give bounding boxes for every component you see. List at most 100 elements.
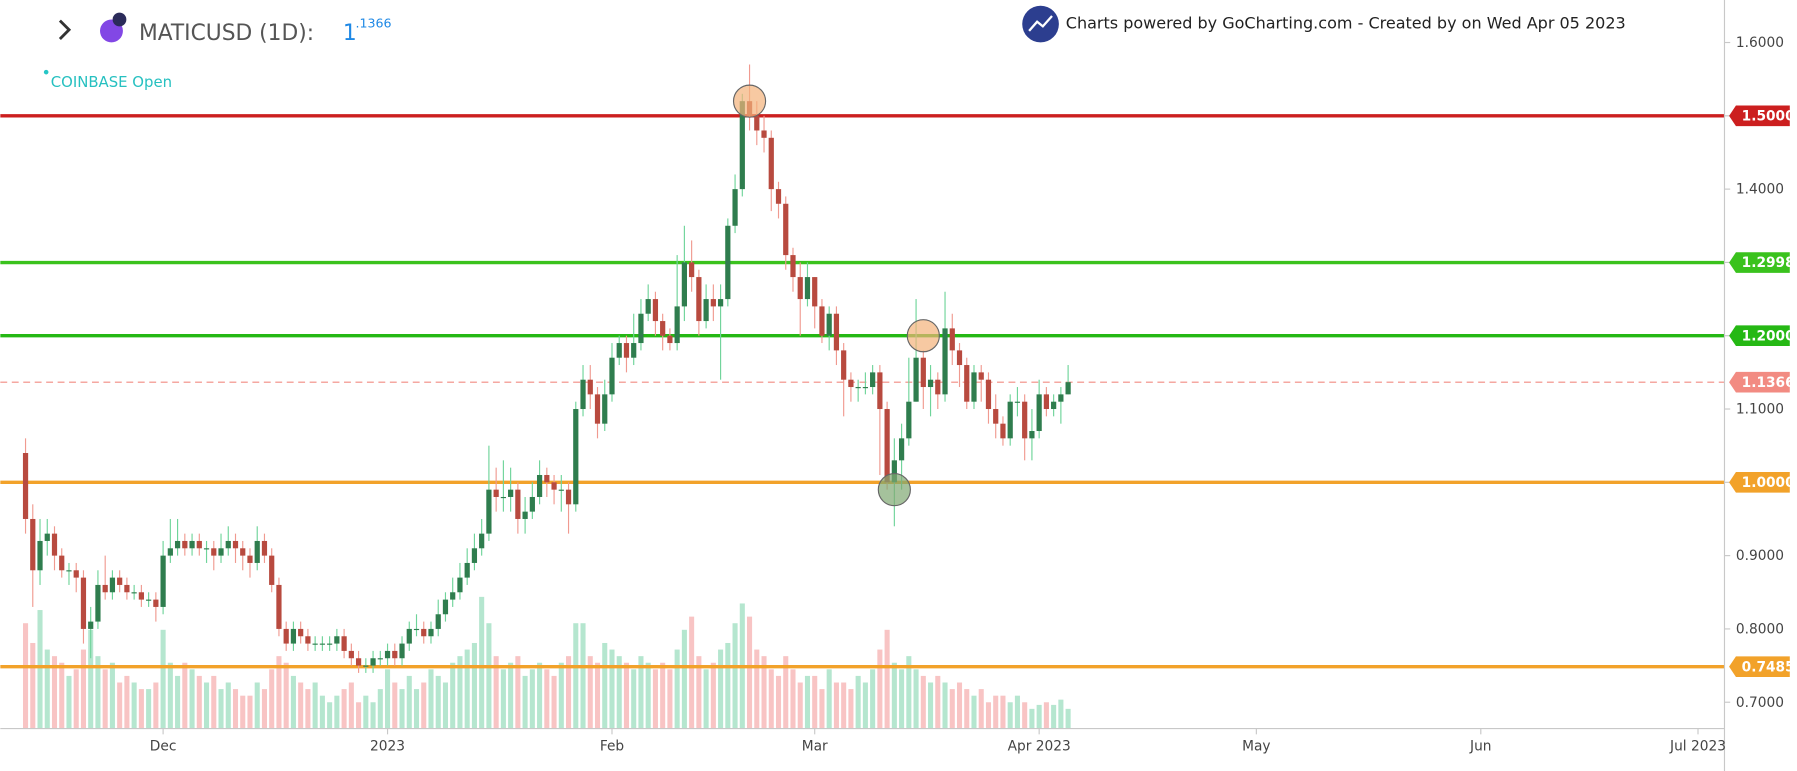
volume-bar (964, 689, 970, 729)
volume-bar (413, 689, 420, 729)
volume-bar (392, 682, 398, 729)
y-tick-label: 1.1000 (1736, 402, 1784, 418)
volume-bar (616, 656, 622, 729)
candle-body (80, 577, 87, 629)
volume-bar (703, 669, 709, 729)
y-tick-label: 0.9000 (1736, 548, 1784, 564)
volume-bar (457, 656, 463, 729)
candle-body (993, 409, 999, 424)
candle-body (689, 262, 695, 278)
candle-body (877, 372, 883, 410)
volume-bar (1051, 704, 1057, 729)
candle-body (638, 313, 644, 344)
volume-bar (131, 682, 137, 729)
candle-body (587, 379, 593, 395)
y-tick-label: 0.7000 (1736, 695, 1784, 711)
volume-bar (276, 656, 282, 729)
volume-bar (725, 642, 731, 729)
volume-bar (80, 649, 86, 729)
volume-bar (1029, 708, 1035, 729)
candle-body (602, 394, 608, 424)
volume-bar (551, 675, 557, 729)
candle-body (261, 540, 268, 556)
y-tick-label: 1.6000 (1736, 35, 1784, 51)
candle-body (66, 570, 72, 572)
candle-body (117, 577, 123, 585)
candle-body (536, 474, 543, 497)
volume-bar (993, 695, 999, 729)
volume-bar (204, 682, 210, 729)
volume-bar (638, 656, 644, 729)
level-tag (1729, 472, 1790, 493)
candle-body (942, 328, 948, 395)
volume-bar (623, 662, 630, 729)
candle-body (515, 489, 521, 519)
volume-bar (508, 662, 514, 729)
volume-bar (573, 623, 579, 729)
volume-bar (290, 675, 296, 729)
volume-bar (580, 623, 586, 729)
candle-body (783, 203, 789, 256)
candle-body (377, 658, 383, 660)
volume-bar (1000, 695, 1006, 729)
volume-bar (747, 616, 753, 729)
volume-bar (66, 675, 72, 729)
annotation-circle (906, 319, 940, 353)
candle-body (290, 628, 297, 644)
volume-bar (652, 669, 658, 729)
credit-icon-glyph (1028, 15, 1053, 32)
candle-body (305, 636, 311, 644)
volume-bar (558, 662, 564, 729)
expand-arrow[interactable] (58, 19, 72, 40)
candle-body (479, 533, 485, 549)
level-label: 1.5000 (1742, 108, 1795, 124)
candle-body (225, 540, 231, 549)
exchange-status: COINBASE Open (51, 73, 172, 91)
volume-bar (971, 695, 977, 729)
volume-bar (117, 682, 123, 729)
x-tick-label: 2023 (370, 738, 405, 754)
candle-body (493, 489, 499, 497)
candle-body (804, 277, 811, 300)
volume-bar (790, 669, 796, 729)
volume-bar (985, 702, 992, 729)
candle-body (421, 628, 427, 637)
candle-body (203, 548, 210, 550)
candle-body (167, 548, 173, 556)
volume-bar (225, 682, 231, 729)
volume-bar (928, 682, 934, 729)
volume-bar (826, 669, 832, 729)
candle-body (211, 548, 217, 556)
candle-body (985, 379, 992, 410)
candle-body (399, 643, 405, 659)
candle-body (956, 350, 963, 366)
candle-body (327, 643, 333, 645)
volume-bar (247, 695, 253, 729)
volume-bar (689, 616, 695, 729)
volume-bar (44, 649, 50, 729)
level-label: 1.2000 (1742, 328, 1795, 344)
candle-body (681, 262, 687, 307)
candle-body (609, 357, 615, 395)
volume-bar (370, 702, 376, 729)
volume-bar (978, 689, 984, 729)
candle-body (182, 540, 188, 549)
candle-body (544, 474, 550, 483)
level-tag (1729, 371, 1790, 393)
candle-body (109, 577, 116, 593)
candle-body (95, 584, 101, 622)
candle-body (631, 343, 637, 358)
candle-body (529, 496, 535, 512)
volume-bar (761, 656, 767, 729)
candle-body (471, 548, 478, 563)
candle-body (413, 628, 420, 631)
candle-body (761, 130, 767, 138)
candle-body (442, 599, 449, 615)
symbol-icon-badge (112, 12, 127, 27)
volume-bar (956, 682, 963, 729)
candle-body (522, 511, 528, 519)
candle-body (319, 643, 325, 645)
volume-bar (464, 649, 470, 729)
volume-bar (312, 682, 318, 729)
candle-body (674, 306, 680, 344)
